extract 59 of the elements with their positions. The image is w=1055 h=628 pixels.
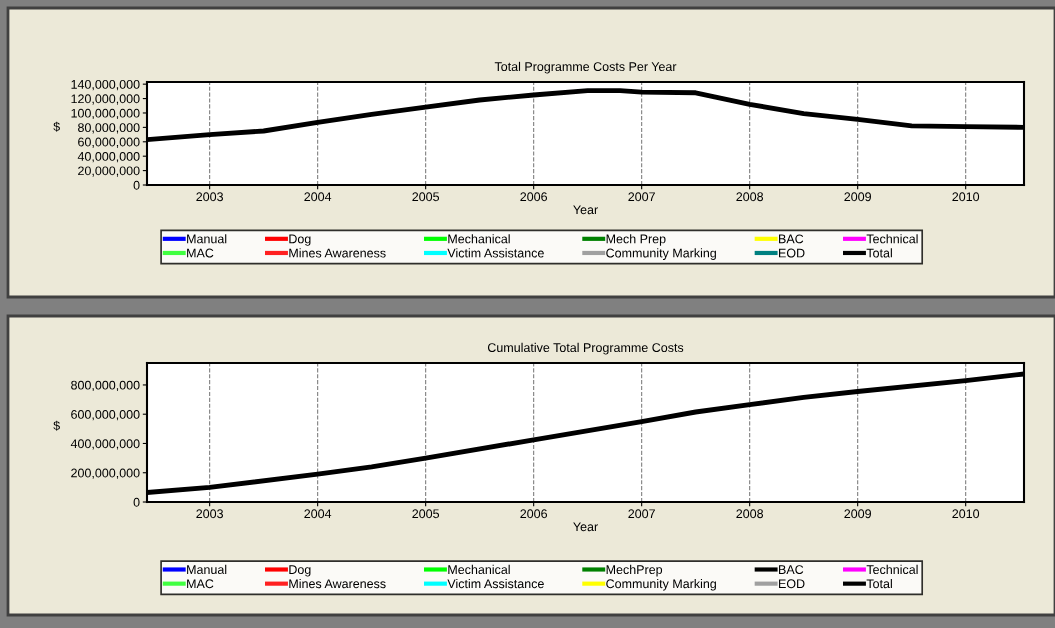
- legend-label: Victim Assistance: [447, 248, 544, 258]
- x-tick-label: 2004: [304, 192, 332, 202]
- legend-label: MAC: [187, 248, 214, 258]
- x-tick-label: 2007: [628, 509, 655, 519]
- x-tick-label: 2008: [736, 192, 764, 202]
- legend-label: Mechanical: [448, 234, 510, 244]
- legend-label: Technical: [866, 564, 918, 574]
- y-tick-label: 800,000,000: [71, 380, 140, 392]
- x-tick-label: 2005: [412, 192, 440, 202]
- legend-label: Community Marking: [606, 248, 716, 260]
- legend-label: Community Marking: [606, 578, 716, 591]
- legend-label: EOD: [779, 248, 805, 258]
- legend-label: MAC: [187, 579, 214, 589]
- x-tick-label: 2004: [304, 509, 332, 519]
- legend-label: Total: [866, 578, 892, 589]
- y-axis-title: $: [53, 420, 60, 431]
- x-tick-label: 2003: [196, 192, 223, 202]
- x-tick-label: 2007: [628, 192, 655, 202]
- x-tick-label: 2006: [520, 509, 548, 519]
- legend-label: Victim Assistance: [447, 578, 544, 589]
- legend-label: MechPrep: [606, 564, 663, 577]
- y-tick-label: 20,000,000: [78, 166, 140, 177]
- x-tick-label: 2010: [952, 509, 980, 519]
- y-tick-label: 100,000,000: [71, 108, 140, 120]
- legend-label: Technical: [866, 234, 918, 244]
- legend-label: Dog: [289, 565, 311, 577]
- x-tick-label: 2010: [952, 192, 980, 202]
- y-tick-label: 40,000,000: [77, 151, 140, 163]
- chart-title: Cumulative Total Programme Costs: [487, 342, 684, 355]
- y-tick-label: 80,000,000: [78, 123, 140, 134]
- y-axis-title: $: [53, 121, 60, 132]
- legend-label: Manual: [187, 564, 227, 574]
- legend-label: EOD: [779, 579, 805, 589]
- x-tick-label: 2008: [736, 509, 764, 519]
- x-axis-title: Year: [573, 522, 598, 532]
- y-tick-label: 600,000,000: [71, 410, 140, 421]
- y-tick-label: 0: [133, 180, 140, 190]
- x-tick-label: 2006: [520, 192, 548, 202]
- y-tick-label: 140,000,000: [71, 79, 140, 91]
- legend-label: Mines Awareness: [289, 578, 386, 589]
- legend-label: Manual: [187, 234, 227, 244]
- y-tick-label: 0: [133, 497, 140, 507]
- legend-label: Mines Awareness: [289, 248, 386, 258]
- x-tick-label: 2009: [844, 509, 871, 519]
- legend-label: BAC: [779, 565, 804, 574]
- legend-label: BAC: [779, 234, 804, 244]
- x-tick-label: 2009: [844, 192, 871, 202]
- y-tick-label: 120,000,000: [71, 94, 140, 105]
- legend-label: Dog: [289, 234, 311, 246]
- legend-label: Mech Prep: [606, 234, 666, 246]
- x-tick-label: 2005: [412, 509, 440, 519]
- y-tick-label: 400,000,000: [70, 439, 140, 450]
- x-axis-title: Year: [573, 205, 598, 215]
- x-tick-label: 2003: [196, 509, 223, 519]
- y-tick-label: 200,000,000: [71, 468, 140, 479]
- legend-label: Mechanical: [448, 564, 510, 574]
- y-tick-label: 60,000,000: [78, 137, 140, 148]
- legend-label: Total: [866, 248, 892, 258]
- chart-title: Total Programme Costs Per Year: [494, 61, 677, 74]
